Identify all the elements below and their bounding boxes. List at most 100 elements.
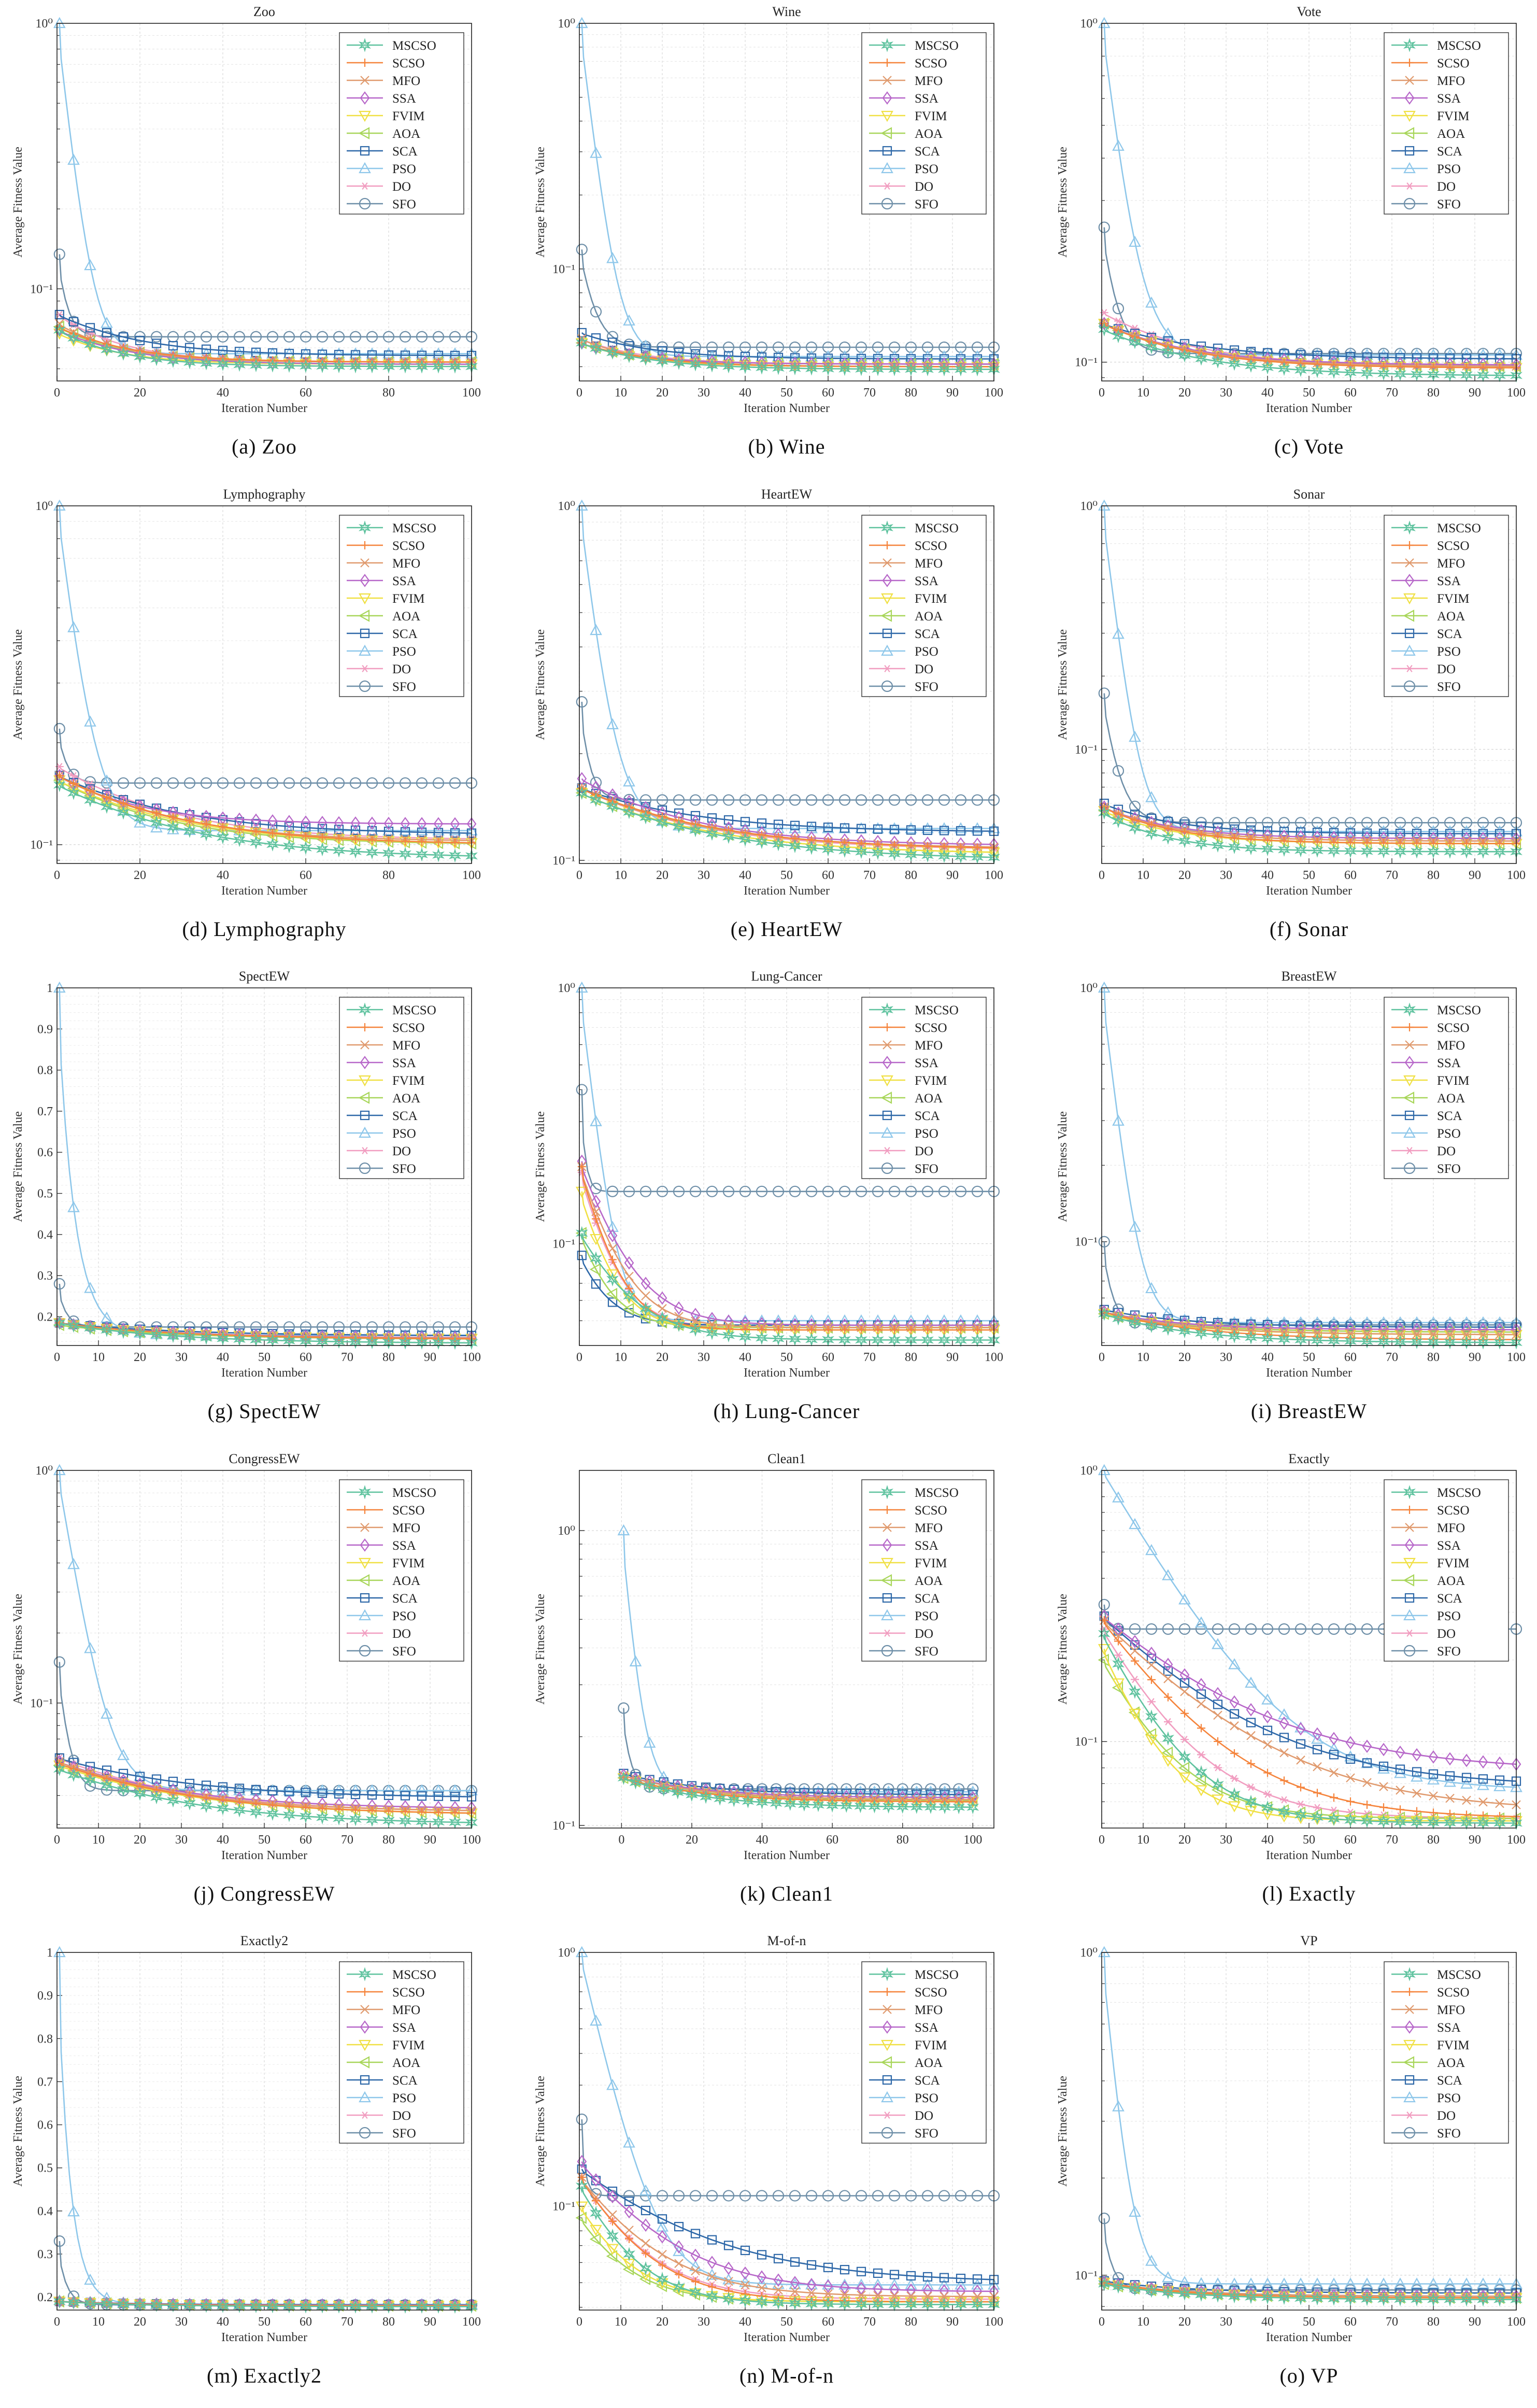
- series-line-ssa: [1103, 323, 1516, 366]
- marker-mfo: [1478, 1797, 1488, 1807]
- marker-mscso: [53, 777, 66, 792]
- legend-marker-mfo: [883, 76, 892, 85]
- x-tick-label: 20: [656, 2315, 668, 2329]
- legend-marker-aoa: [358, 1574, 370, 1587]
- marker-mscso: [233, 832, 246, 847]
- legend-label-fvim: FVIM: [392, 109, 425, 123]
- x-tick-label: 60: [822, 1351, 834, 1364]
- series-line-mfo: [1103, 806, 1516, 842]
- marker-sfo: [689, 794, 702, 806]
- marker-mscso: [1128, 335, 1142, 349]
- marker-sca: [118, 1768, 129, 1778]
- legend-marker-fvim: [1403, 593, 1416, 605]
- marker-do: [1263, 1790, 1272, 1798]
- legend-label-mfo: MFO: [1437, 557, 1465, 571]
- legend-marker-ssa: [882, 574, 892, 587]
- marker-sfo: [250, 331, 262, 343]
- marker-aoa: [1112, 1681, 1123, 1694]
- marker-sca: [118, 332, 129, 342]
- x-tick-label: 40: [217, 1351, 229, 1364]
- marker-sfo: [1444, 817, 1456, 829]
- x-tick-label: 50: [1303, 869, 1315, 882]
- marker-mfo: [1197, 1699, 1206, 1709]
- legend-label-sca: SCA: [1437, 145, 1462, 159]
- marker-mscso: [101, 1323, 113, 1337]
- marker-scso: [1147, 1675, 1156, 1684]
- marker-do: [1131, 324, 1139, 332]
- marker-sca: [577, 1251, 587, 1260]
- legend-marker-sca: [882, 628, 892, 639]
- marker-sfo: [576, 1084, 588, 1096]
- legend: MSCSO SCSO MFO SSA FVIM AOA SCA PSO DO SFO: [339, 1479, 464, 1662]
- legend-marker-mfo: [1405, 1040, 1414, 1050]
- marker-sfo: [1195, 817, 1207, 829]
- marker-scso: [219, 823, 227, 831]
- marker-mscso: [896, 1800, 909, 1814]
- legend-marker-do: [883, 1629, 891, 1637]
- marker-pso: [575, 981, 588, 993]
- marker-sca: [1179, 1678, 1190, 1688]
- marker-pso: [872, 822, 884, 833]
- marker-aoa: [606, 1287, 618, 1300]
- marker-sfo: [1162, 1623, 1174, 1635]
- marker-pso: [1311, 825, 1323, 837]
- marker-sfo: [283, 777, 295, 789]
- marker-mscso: [150, 351, 163, 366]
- marker-pso: [117, 1749, 130, 1760]
- marker-mscso: [117, 2297, 130, 2312]
- marker-pso: [67, 153, 80, 165]
- marker-scso: [1263, 1768, 1272, 1777]
- marker-mscso: [67, 786, 80, 800]
- marker-mscso: [399, 2299, 411, 2314]
- marker-ssa: [317, 816, 328, 829]
- marker-mscso: [671, 1785, 684, 1800]
- marker-mscso: [1443, 844, 1457, 859]
- marker-mscso: [812, 1797, 825, 1812]
- legend-label-do: DO: [1437, 1627, 1456, 1641]
- marker-mscso: [1476, 1335, 1490, 1350]
- legend-label-pso: PSO: [1437, 162, 1461, 176]
- marker-sfo: [300, 777, 312, 789]
- y-axis-label: Average Fitness Value: [11, 629, 25, 740]
- marker-mscso: [415, 847, 429, 862]
- plot-frame: [579, 23, 994, 381]
- legend-marker-sca: [360, 146, 370, 156]
- marker-pso: [575, 17, 588, 29]
- marker-mscso: [216, 1331, 230, 1346]
- marker-pso: [1145, 1543, 1158, 1555]
- x-tick-label: 40: [739, 2315, 751, 2329]
- marker-mscso: [1294, 843, 1307, 858]
- legend-marker-fvim: [1403, 110, 1416, 122]
- marker-sfo: [1278, 1623, 1290, 1635]
- marker-mscso: [871, 845, 885, 860]
- x-tick-label: 40: [739, 386, 751, 400]
- legend-label-ssa: SSA: [392, 1539, 416, 1553]
- marker-mscso: [316, 359, 329, 374]
- marker-mscso: [200, 1330, 213, 1345]
- legend-marker-do: [361, 1146, 369, 1155]
- marker-sfo: [722, 794, 735, 806]
- x-tick-label: 60: [300, 2315, 312, 2329]
- x-tick-label: 50: [1303, 386, 1315, 400]
- marker-mscso: [1228, 1329, 1241, 1343]
- legend-marker-ssa: [360, 1538, 370, 1552]
- marker-mscso: [756, 834, 768, 849]
- legend-label-ssa: SSA: [392, 574, 416, 588]
- marker-mscso: [249, 1805, 263, 1819]
- marker-pso: [1493, 825, 1506, 837]
- marker-sfo: [117, 777, 130, 789]
- subfigure-caption: (d) Lymphography: [182, 917, 346, 941]
- marker-ssa: [1445, 1752, 1455, 1766]
- marker-mscso: [629, 1775, 642, 1790]
- y-tick-label: 0.3: [37, 2248, 53, 2261]
- legend-label-sfo: SFO: [915, 197, 938, 211]
- marker-mscso: [714, 1791, 727, 1806]
- x-tick-label: 30: [698, 1351, 710, 1364]
- legend-marker-pso: [359, 644, 371, 656]
- legend-label-mscso: MSCSO: [915, 1486, 959, 1500]
- x-tick-label: 100: [985, 386, 1003, 400]
- legend-label-fvim: FVIM: [915, 1556, 947, 1570]
- marker-pso: [399, 1784, 411, 1795]
- marker-fvim: [1195, 1785, 1207, 1796]
- marker-sfo: [827, 1783, 838, 1795]
